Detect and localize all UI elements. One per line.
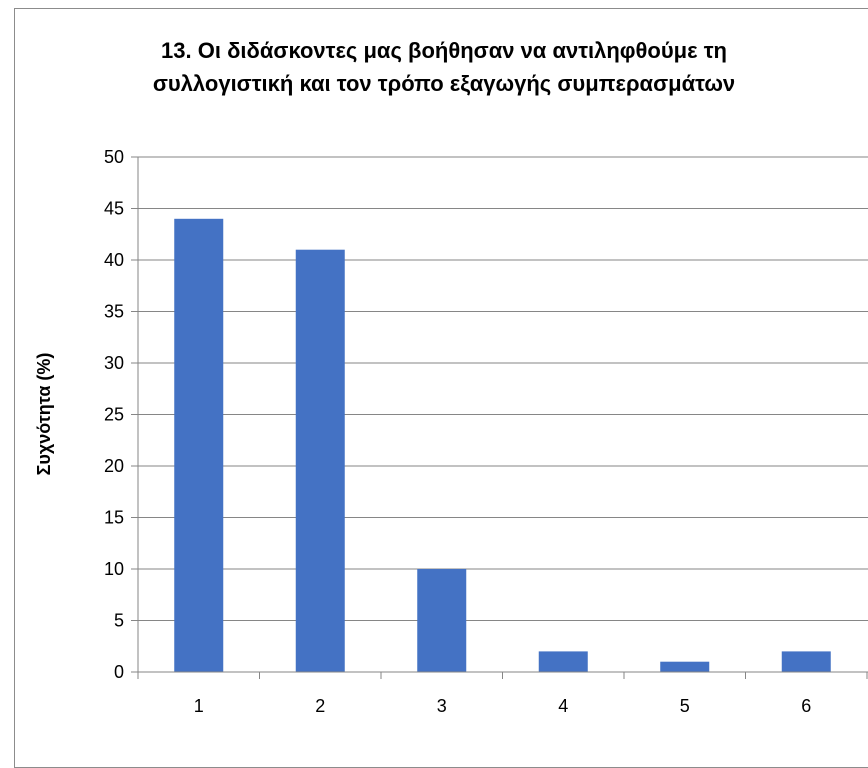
axes [131, 156, 868, 679]
bar-2 [295, 249, 345, 672]
y-tick-label: 45 [104, 199, 124, 219]
x-tick-label: 6 [801, 696, 811, 716]
y-tick-label: 20 [104, 456, 124, 476]
y-tick-labels: 0 5 10 15 20 25 30 35 40 45 50 [104, 147, 124, 682]
bar-5 [660, 661, 710, 672]
y-tick-label: 40 [104, 250, 124, 270]
y-tick-label: 50 [104, 147, 124, 167]
chart-title: 13. Οι διδάσκοντες μας βοήθησαν να αντιλ… [14, 34, 868, 100]
bar-6 [781, 651, 831, 672]
y-tick-label: 10 [104, 559, 124, 579]
bar-3 [417, 569, 467, 672]
x-tick-labels: 1 2 3 4 5 6 [194, 696, 812, 716]
bar-4 [538, 651, 588, 672]
x-tick-label: 2 [315, 696, 325, 716]
y-tick-label: 30 [104, 353, 124, 373]
y-tick-label: 25 [104, 405, 124, 425]
y-tick-label: 0 [114, 662, 124, 682]
y-tick-label: 15 [104, 508, 124, 528]
chart-title-line-2: συλλογιστική και τον τρόπο εξαγωγής συμπ… [152, 71, 736, 96]
x-tick-label: 3 [437, 696, 447, 716]
bars [174, 218, 831, 673]
x-tick-label: 5 [680, 696, 690, 716]
y-axis-title: Συχνότητα (%) [34, 353, 54, 476]
chart-title-line-1: 13. Οι διδάσκοντες μας βοήθησαν να αντιλ… [161, 38, 727, 63]
y-tick-label: 5 [114, 611, 124, 631]
x-tick-label: 1 [194, 696, 204, 716]
y-tick-label: 35 [104, 302, 124, 322]
gridlines [138, 156, 868, 621]
x-tick-label: 4 [558, 696, 568, 716]
bar-1 [174, 218, 224, 673]
